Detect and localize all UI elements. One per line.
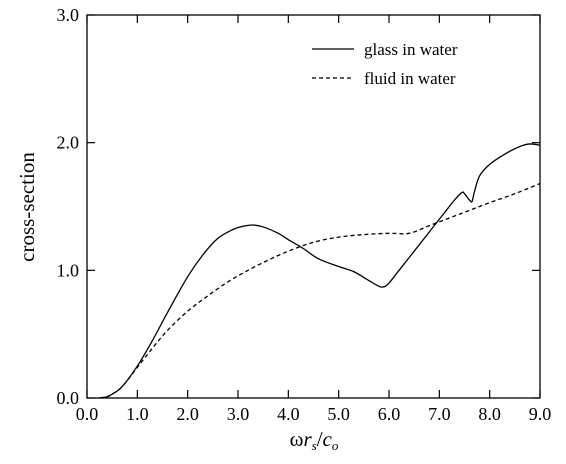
x-label-omega: ω bbox=[290, 427, 304, 451]
x-tick-label: 8.0 bbox=[478, 404, 501, 424]
legend-label-fluid-in-water: fluid in water bbox=[364, 69, 456, 88]
y-tick-label: 0.0 bbox=[57, 388, 80, 408]
x-tick-label: 0.0 bbox=[76, 404, 99, 424]
x-axis-label: ωrs/co bbox=[290, 427, 339, 453]
legend-label-glass-in-water: glass in water bbox=[364, 40, 458, 59]
series-group bbox=[99, 143, 541, 399]
x-label-r: r bbox=[303, 427, 312, 451]
x-tick-label: 7.0 bbox=[428, 404, 451, 424]
x-label-c-subscript: o bbox=[332, 438, 339, 453]
x-label-slash: / bbox=[317, 427, 323, 451]
y-axis-label: cross-section bbox=[15, 152, 39, 262]
plot-frame bbox=[86, 14, 541, 399]
x-tick-label: 5.0 bbox=[327, 404, 350, 424]
x-tick-label: 3.0 bbox=[227, 404, 250, 424]
x-tick-label: 1.0 bbox=[126, 404, 149, 424]
legend: glass in water fluid in water bbox=[312, 40, 458, 88]
x-tick-label: 6.0 bbox=[378, 404, 401, 424]
y-tick-label: 2.0 bbox=[57, 133, 80, 153]
series-line-glass-in-water bbox=[99, 143, 541, 399]
series-line-fluid-in-water bbox=[99, 182, 541, 399]
x-tick-label: 4.0 bbox=[277, 404, 300, 424]
y-tick-label: 1.0 bbox=[57, 260, 80, 280]
x-tick-label: 9.0 bbox=[529, 404, 552, 424]
axis-ticks: 0.0 1.0 2.0 3.0 4.0 5.0 6.0 7.0 8.0 9.0 0.0 1.0 2.0 3… bbox=[57, 5, 552, 424]
x-label-r-subscript: s bbox=[312, 438, 317, 453]
y-tick-label: 3.0 bbox=[57, 5, 80, 25]
x-label-c: c bbox=[323, 427, 333, 451]
x-tick-label: 2.0 bbox=[176, 404, 199, 424]
